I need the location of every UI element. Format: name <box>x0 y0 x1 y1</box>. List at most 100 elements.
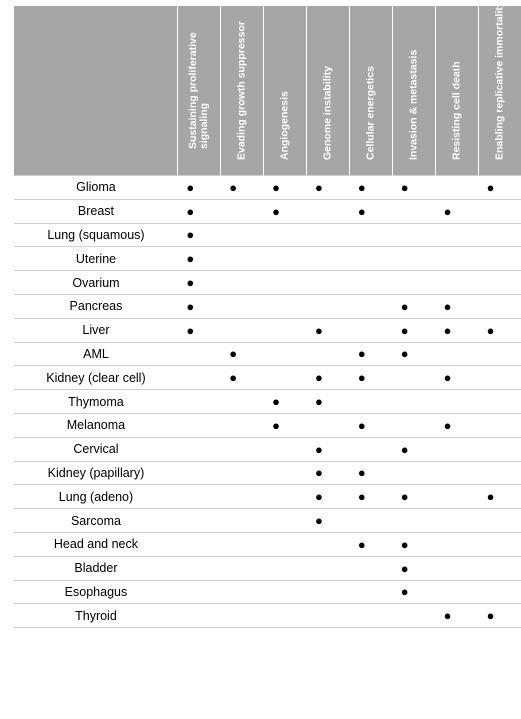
bullet-marker: ● <box>357 465 366 481</box>
hallmark-empty-cell <box>263 246 307 272</box>
hallmark-present-cell: ● <box>478 175 521 200</box>
cancer-type-cell: AML <box>14 342 178 367</box>
bullet-marker: ● <box>443 608 452 624</box>
hallmark-empty-cell <box>478 437 521 462</box>
hallmark-empty-cell <box>177 580 221 605</box>
hallmark-empty-cell <box>220 437 264 462</box>
hallmark-empty-cell <box>478 294 521 319</box>
hallmark-empty-cell <box>263 461 307 486</box>
column-header: Angiogenesis <box>263 6 307 176</box>
table-row: Ovarium ● <box>14 270 521 295</box>
hallmark-present-cell: ● <box>220 175 264 200</box>
hallmark-empty-cell <box>478 199 521 224</box>
hallmark-present-cell: ● <box>349 532 393 557</box>
column-header: Resisting cell death <box>434 6 479 176</box>
hallmark-present-cell: ● <box>177 199 221 224</box>
column-header: Cellular energetics <box>348 6 393 176</box>
hallmark-empty-cell <box>177 437 221 462</box>
bullet-marker: ● <box>315 179 323 195</box>
bullet-marker: ● <box>315 394 323 410</box>
hallmark-empty-cell <box>220 603 264 629</box>
hallmark-present-cell: ● <box>392 556 436 581</box>
hallmark-empty-cell <box>349 580 393 605</box>
hallmark-empty-cell <box>392 223 436 248</box>
column-header: Sustaining proliferative signaling <box>177 6 221 176</box>
hallmark-empty-cell <box>220 532 264 557</box>
hallmark-empty-cell <box>306 294 350 319</box>
hallmark-empty-cell <box>220 389 264 414</box>
bullet-marker: ● <box>357 179 366 195</box>
hallmark-present-cell: ● <box>263 389 307 414</box>
hallmarks-table: Sustaining proliferative signaling Evadin… <box>14 1 521 629</box>
hallmark-present-cell: ● <box>349 461 393 486</box>
bullet-marker: ● <box>186 251 195 267</box>
header-corner-cell <box>14 6 178 176</box>
cancer-type-cell: Lung (squamous) <box>14 223 178 248</box>
hallmark-present-cell: ● <box>177 223 221 248</box>
hallmark-empty-cell <box>478 413 521 438</box>
hallmark-empty-cell <box>435 437 479 462</box>
hallmark-empty-cell <box>435 484 479 510</box>
hallmark-empty-cell <box>220 318 264 343</box>
table-row: Head and neck ● ● <box>14 532 521 557</box>
table-row: Thymoma ● ● <box>14 389 521 414</box>
hallmark-empty-cell <box>263 270 307 295</box>
hallmark-present-cell: ● <box>306 461 350 486</box>
hallmark-empty-cell <box>435 223 479 248</box>
hallmark-present-cell: ● <box>478 318 521 343</box>
hallmark-empty-cell <box>177 389 221 414</box>
bullet-marker: ● <box>186 227 195 243</box>
hallmark-empty-cell <box>478 580 521 605</box>
cancer-type-cell: Glioma <box>14 175 178 200</box>
hallmark-empty-cell <box>177 603 221 629</box>
cancer-type-cell: Bladder <box>14 556 178 581</box>
table-row: Cervical ● ● <box>14 437 521 462</box>
hallmark-empty-cell <box>220 246 264 272</box>
hallmark-empty-cell <box>349 508 393 533</box>
table-row: Lung (squamous) ● <box>14 223 521 248</box>
bullet-marker: ● <box>400 560 409 576</box>
table-row: Glioma ● ● ● ● ● ● ● <box>14 175 521 200</box>
hallmark-empty-cell <box>349 270 393 295</box>
bullet-marker: ● <box>400 346 409 362</box>
bullet-marker: ● <box>357 346 366 362</box>
cancer-type-cell: Kidney (clear cell) <box>14 365 178 391</box>
hallmark-empty-cell <box>349 603 393 629</box>
hallmark-present-cell: ● <box>392 175 436 200</box>
hallmark-empty-cell <box>306 532 350 557</box>
bullet-marker: ● <box>315 465 323 481</box>
hallmark-present-cell: ● <box>435 603 479 629</box>
hallmark-empty-cell <box>392 603 436 629</box>
hallmark-present-cell: ● <box>177 175 221 200</box>
hallmark-empty-cell <box>478 365 521 391</box>
hallmark-empty-cell <box>263 556 307 581</box>
bullet-marker: ● <box>357 536 366 552</box>
bullet-marker: ● <box>400 489 409 505</box>
header-row: Sustaining proliferative signaling Evadin… <box>14 1 521 176</box>
hallmark-empty-cell <box>435 175 479 200</box>
table-row: Sarcoma ● <box>14 508 521 533</box>
bullet-marker: ● <box>486 608 495 624</box>
bullet-marker: ● <box>315 441 323 457</box>
hallmark-present-cell: ● <box>392 484 436 510</box>
hallmark-empty-cell <box>263 484 307 510</box>
hallmark-empty-cell <box>478 246 521 272</box>
table-row: Lung (adeno) ● ● ● ● <box>14 484 521 510</box>
cancer-type-cell: Esophagus <box>14 580 178 605</box>
bullet-marker: ● <box>186 298 195 314</box>
column-header: Genome instability <box>306 6 350 176</box>
hallmark-empty-cell <box>478 342 521 367</box>
hallmark-empty-cell <box>263 342 307 367</box>
hallmark-present-cell: ● <box>263 175 307 200</box>
hallmark-empty-cell <box>220 484 264 510</box>
cancer-type-cell: Breast <box>14 199 178 224</box>
hallmark-empty-cell <box>478 508 521 533</box>
bullet-marker: ● <box>229 370 238 386</box>
bullet-marker: ● <box>486 179 495 195</box>
hallmark-empty-cell <box>220 413 264 438</box>
hallmark-present-cell: ● <box>392 437 436 462</box>
hallmark-empty-cell <box>177 342 221 367</box>
hallmark-empty-cell <box>349 389 393 414</box>
hallmark-empty-cell <box>263 603 307 629</box>
hallmark-present-cell: ● <box>306 437 350 462</box>
